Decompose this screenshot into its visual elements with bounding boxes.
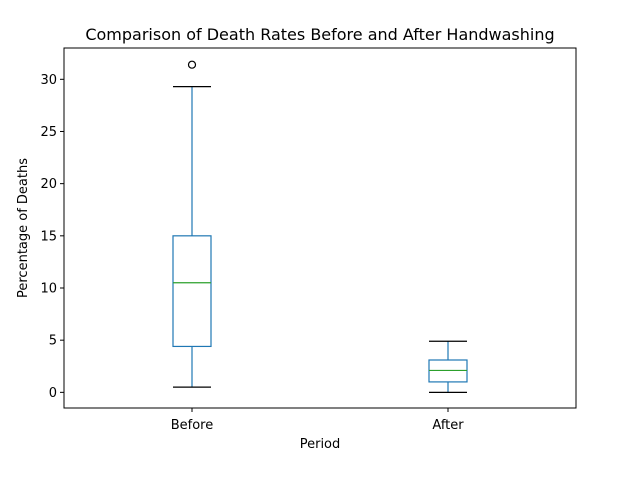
x-tick-label: After — [432, 418, 464, 433]
y-tick-label: 0 — [49, 386, 57, 401]
boxes-group — [172, 60, 468, 393]
plot-area-frame — [63, 47, 577, 409]
y-tick-label: 10 — [40, 282, 57, 297]
y-tick-label: 5 — [49, 334, 57, 349]
y-tick-label: 20 — [40, 177, 57, 192]
x-axis: Before After — [171, 408, 464, 433]
y-tick-label: 30 — [40, 73, 57, 88]
y-axis: 0 5 10 15 20 25 30 — [40, 73, 64, 401]
y-axis-label: Percentage of Deaths — [16, 158, 31, 298]
outlier-point — [187, 60, 197, 69]
x-tick-label: Before — [171, 418, 214, 433]
y-tick-label: 15 — [40, 229, 57, 244]
chart-title: Comparison of Death Rates Before and Aft… — [85, 25, 554, 44]
y-tick-label: 25 — [40, 125, 57, 140]
x-axis-label: Period — [300, 437, 341, 452]
iqr-box — [172, 235, 212, 348]
